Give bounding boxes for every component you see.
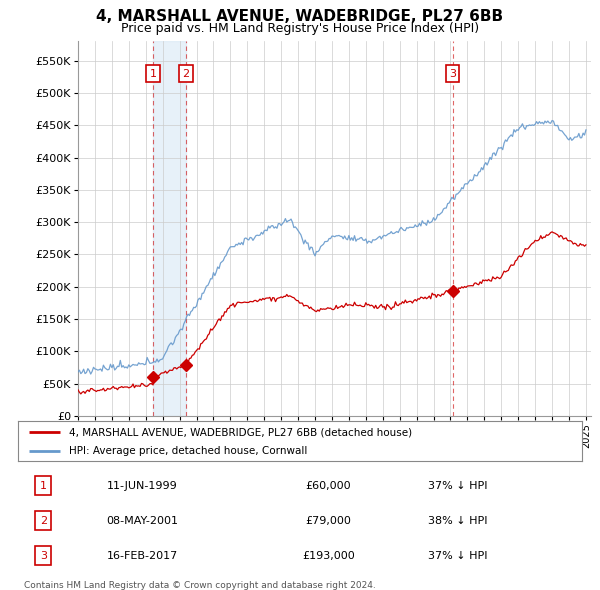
Text: 2: 2	[182, 68, 189, 78]
Text: Price paid vs. HM Land Registry's House Price Index (HPI): Price paid vs. HM Land Registry's House …	[121, 22, 479, 35]
Text: 1: 1	[40, 481, 47, 491]
Text: Contains HM Land Registry data © Crown copyright and database right 2024.
This d: Contains HM Land Registry data © Crown c…	[24, 581, 376, 590]
Text: 2: 2	[40, 516, 47, 526]
Text: 11-JUN-1999: 11-JUN-1999	[107, 481, 178, 491]
Text: £60,000: £60,000	[305, 481, 351, 491]
Bar	[153, 41, 185, 416]
Text: 3: 3	[40, 550, 47, 560]
Text: 37% ↓ HPI: 37% ↓ HPI	[428, 481, 488, 491]
Text: 1: 1	[149, 68, 157, 78]
Text: £193,000: £193,000	[302, 550, 355, 560]
Text: 38% ↓ HPI: 38% ↓ HPI	[428, 516, 488, 526]
Text: 3: 3	[449, 68, 456, 78]
Text: 4, MARSHALL AVENUE, WADEBRIDGE, PL27 6BB (detached house): 4, MARSHALL AVENUE, WADEBRIDGE, PL27 6BB…	[69, 428, 412, 438]
Text: £79,000: £79,000	[305, 516, 351, 526]
Text: HPI: Average price, detached house, Cornwall: HPI: Average price, detached house, Corn…	[69, 447, 307, 456]
Text: 16-FEB-2017: 16-FEB-2017	[106, 550, 178, 560]
Text: 4, MARSHALL AVENUE, WADEBRIDGE, PL27 6BB: 4, MARSHALL AVENUE, WADEBRIDGE, PL27 6BB	[97, 9, 503, 24]
Text: 37% ↓ HPI: 37% ↓ HPI	[428, 550, 488, 560]
Text: 08-MAY-2001: 08-MAY-2001	[106, 516, 178, 526]
